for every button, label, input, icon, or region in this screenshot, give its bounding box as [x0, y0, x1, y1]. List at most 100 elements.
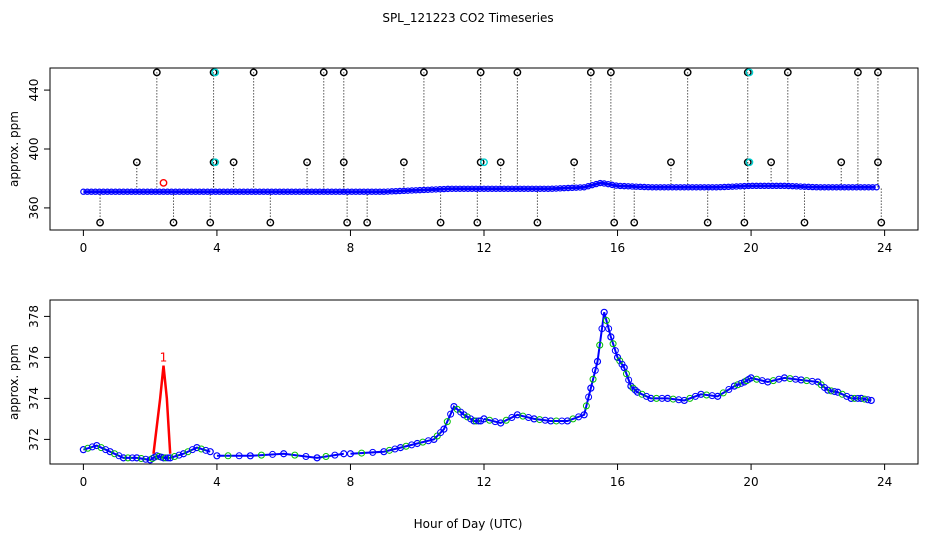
- flag-marker: [473, 218, 482, 227]
- co2-series-point: [115, 452, 123, 460]
- top-baseline-point: [120, 188, 127, 195]
- top-baseline-point: [829, 184, 836, 191]
- co2-series-point: [851, 394, 859, 402]
- top-baseline-point: [653, 184, 660, 191]
- top-baseline-point: [464, 185, 472, 192]
- top-baseline-point: [797, 183, 804, 190]
- top-baseline-point: [116, 188, 123, 195]
- co2-series-point: [613, 353, 622, 361]
- top-baseline-point: [240, 188, 247, 195]
- co2-series-point: [854, 394, 862, 402]
- top-baseline-point: [608, 181, 616, 189]
- co2-series-point: [593, 357, 602, 366]
- top-baseline-point: [420, 186, 428, 194]
- co2-series-point: [166, 454, 174, 462]
- co2-series-point: [246, 452, 254, 460]
- top-baseline-point: [821, 184, 828, 191]
- top-baseline-point: [436, 186, 444, 193]
- top-baseline-point: [825, 184, 832, 191]
- top-baseline-point: [472, 185, 480, 192]
- top-baseline-point: [845, 184, 852, 191]
- top-baseline-point: [516, 185, 524, 192]
- top-baseline-point: [853, 184, 860, 191]
- top-baseline-point: [733, 183, 740, 190]
- co2-series-point: [124, 454, 132, 462]
- top-baseline-point: [88, 188, 95, 195]
- top-baseline-point: [532, 185, 540, 192]
- top-baseline-point: [164, 188, 171, 195]
- top-baseline-point: [252, 188, 259, 195]
- co2-series-point: [447, 410, 455, 418]
- top-baseline-point: [701, 184, 708, 191]
- co2-series-point: [440, 425, 448, 433]
- top-baseline-point: [657, 184, 664, 191]
- top-baseline-point: [596, 179, 604, 187]
- top-baseline-point: [348, 188, 355, 195]
- co2-series-point: [171, 452, 179, 460]
- co2-series-point: [497, 419, 505, 427]
- flag-marker: [363, 218, 372, 227]
- top-baseline-point: [400, 187, 408, 195]
- top-baseline-point: [669, 184, 676, 191]
- top-baseline-point: [548, 185, 556, 192]
- co2-series-point: [331, 451, 339, 459]
- co2-series-point: [600, 308, 608, 316]
- flag-marker: [533, 218, 542, 227]
- flag-marker: [339, 68, 348, 77]
- top-baseline-point: [308, 188, 315, 195]
- accent-marker: [211, 158, 220, 167]
- top-baseline-point: [592, 180, 600, 188]
- top-baseline-point: [681, 184, 688, 191]
- top-baseline-point: [312, 188, 319, 195]
- co2-series-point: [470, 417, 478, 425]
- top-baseline-point: [184, 188, 191, 195]
- bottom-xtick-label: 20: [743, 475, 758, 489]
- top-baseline-point: [208, 188, 215, 195]
- top-baseline-point: [717, 183, 724, 191]
- flag-marker: [683, 68, 692, 77]
- bottom-ytick-label: 376: [27, 346, 41, 369]
- top-baseline-point: [641, 183, 648, 191]
- top-baseline-point: [809, 183, 816, 191]
- top-baseline-point: [320, 188, 327, 195]
- top-baseline-point: [364, 188, 372, 195]
- bottom-ylabel: approx. ppm: [7, 344, 21, 420]
- co2-series-point: [631, 386, 639, 394]
- flag-marker: [874, 68, 882, 77]
- top-baseline-point: [84, 188, 91, 195]
- co2-series-point: [824, 386, 832, 394]
- top-baseline-point: [496, 185, 504, 192]
- co2-series-point: [175, 451, 183, 459]
- top-baseline-point: [344, 188, 351, 195]
- co2-series-point: [79, 446, 87, 454]
- flag-marker: [436, 218, 445, 227]
- co2-series-point: [714, 392, 722, 400]
- top-baseline-point: [316, 188, 323, 195]
- top-baseline-point: [444, 185, 452, 193]
- top-baseline-point: [649, 184, 656, 191]
- flag-marker: [132, 158, 141, 167]
- co2-series-point: [582, 402, 590, 410]
- top-baseline-point: [528, 185, 536, 192]
- top-baseline-point: [272, 188, 279, 195]
- top-baseline-point: [172, 188, 179, 195]
- top-baseline-point: [452, 185, 460, 192]
- bottom-ytick-label: 372: [27, 428, 41, 451]
- top-panel-axes: 0 4 8 12 16 20 24 360 400 440: [27, 79, 892, 255]
- top-baseline-point: [428, 186, 436, 193]
- top-baseline-point: [677, 184, 684, 191]
- top-baseline-point: [749, 182, 756, 190]
- co2-series-point: [84, 444, 92, 452]
- top-baseline-point: [560, 184, 568, 192]
- top-baseline-point: [96, 188, 103, 195]
- co2-series-line: [483, 312, 872, 425]
- co2-series-point: [302, 452, 310, 460]
- top-baseline-point: [600, 180, 608, 187]
- top-baseline-point: [476, 185, 484, 192]
- co2-series-point: [734, 381, 742, 389]
- co2-series-point: [291, 451, 299, 459]
- top-baseline-point: [661, 184, 668, 191]
- top-baseline-point: [376, 188, 384, 195]
- top-baseline-point: [156, 188, 163, 195]
- top-baseline-point: [92, 188, 99, 195]
